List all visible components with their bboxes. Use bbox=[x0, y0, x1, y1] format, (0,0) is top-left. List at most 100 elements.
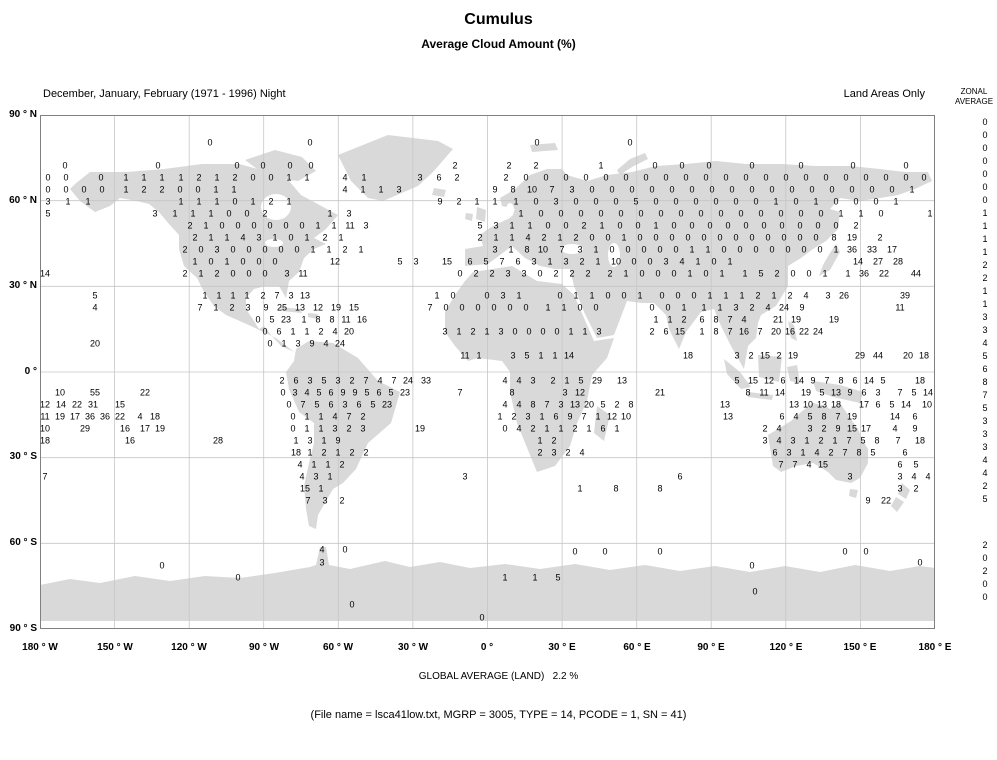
cloud-amount-value: 29 bbox=[591, 375, 603, 386]
zonal-average-value: 3 bbox=[982, 312, 988, 322]
cloud-amount-value: 5 bbox=[45, 208, 51, 219]
chart-subtitle: Average Cloud Amount (%) bbox=[421, 37, 576, 51]
cloud-amount-value: 0 bbox=[307, 137, 313, 148]
cloud-amount-value: 3 bbox=[493, 220, 499, 231]
cloud-amount-value: 0 bbox=[652, 160, 658, 171]
cloud-amount-value: 0 bbox=[545, 220, 551, 231]
cuba-shape bbox=[280, 307, 302, 313]
cloud-amount-value: 10 bbox=[526, 184, 538, 195]
cloud-amount-value: 1 bbox=[508, 244, 514, 255]
cloud-amount-value: 0 bbox=[673, 244, 679, 255]
cloud-amount-value: 6 bbox=[780, 375, 786, 386]
cloud-amount-value: 0 bbox=[669, 184, 675, 195]
new-zealand-north-shape bbox=[898, 483, 910, 499]
cloud-amount-value: 4 bbox=[679, 256, 685, 267]
cloud-amount-value: 6 bbox=[677, 471, 683, 482]
cloud-amount-value: 0 bbox=[698, 208, 704, 219]
cloud-amount-value: 1 bbox=[695, 256, 701, 267]
cloud-amount-value: 14 bbox=[39, 268, 51, 279]
lon-tick-label: 60 ° W bbox=[322, 642, 354, 653]
cloud-amount-value: 3 bbox=[214, 244, 220, 255]
cloud-amount-value: 10 bbox=[802, 399, 814, 410]
cloud-amount-value: 1 bbox=[216, 290, 222, 301]
cloud-amount-value: 3 bbox=[442, 326, 448, 337]
cloud-amount-value: 6 bbox=[902, 447, 908, 458]
cloud-amount-value: 11 bbox=[759, 387, 769, 398]
cloud-amount-value: 0 bbox=[793, 196, 799, 207]
cloud-amount-value: 24 bbox=[778, 302, 790, 313]
zonal-average-value: 5 bbox=[982, 494, 988, 504]
eurasia-shape bbox=[465, 161, 932, 369]
cloud-amount-value: 4 bbox=[137, 411, 143, 422]
cloud-amount-value: 3 bbox=[413, 256, 419, 267]
cloud-amount-value: 22 bbox=[139, 387, 151, 398]
cloud-amount-value: 1 bbox=[325, 459, 331, 470]
cloud-amount-value: 7 bbox=[274, 290, 280, 301]
cloud-amount-value: 12 bbox=[39, 399, 51, 410]
cloud-amount-value: 0 bbox=[643, 172, 649, 183]
zonal-average-header: ZONAL AVERAGE bbox=[951, 87, 997, 107]
new-guinea-shape bbox=[813, 381, 863, 403]
zonal-average-value: 4 bbox=[982, 455, 988, 465]
cloud-amount-value: 0 bbox=[602, 546, 608, 557]
cloud-amount-value: 4 bbox=[240, 232, 246, 243]
zonal-average-value: 7 bbox=[982, 390, 988, 400]
cloud-amount-value: 23 bbox=[399, 387, 411, 398]
cloud-amount-value: 6 bbox=[912, 411, 918, 422]
cloud-amount-value: 4 bbox=[793, 411, 799, 422]
cloud-amount-value: 1 bbox=[304, 423, 310, 434]
svalbard-shape bbox=[530, 143, 558, 152]
cloud-amount-value: 0 bbox=[797, 220, 803, 231]
cloud-amount-value: 5 bbox=[600, 399, 606, 410]
cloud-amount-value: 10 bbox=[54, 387, 66, 398]
cloud-amount-value: 9 bbox=[437, 196, 443, 207]
chart-title: Cumulus bbox=[464, 11, 533, 28]
cloud-amount-value: 1 bbox=[701, 302, 707, 313]
cloud-amount-value: 0 bbox=[889, 184, 895, 195]
cloud-amount-value: 2 bbox=[339, 495, 345, 506]
cloud-amount-value: 1 bbox=[213, 184, 219, 195]
arctic-islands-small-shape bbox=[220, 165, 243, 179]
cloud-amount-value: 13 bbox=[616, 375, 628, 386]
cloud-amount-value: 8 bbox=[628, 399, 634, 410]
cloud-amount-value: 15 bbox=[759, 350, 771, 361]
cloud-amount-value: 9 bbox=[352, 387, 358, 398]
cloud-amount-value: 1 bbox=[456, 326, 462, 337]
cloud-amount-value: 2 bbox=[565, 447, 571, 458]
cloud-amount-value: 2 bbox=[141, 184, 147, 195]
cloud-amount-value: 1 bbox=[893, 196, 899, 207]
zonal-average-value: 0 bbox=[982, 117, 988, 127]
cloud-amount-value: 0 bbox=[286, 399, 292, 410]
cloud-amount-value: 1 bbox=[214, 196, 220, 207]
cloud-amount-value: 7 bbox=[42, 471, 48, 482]
cloud-amount-value: 18 bbox=[682, 350, 694, 361]
cloud-amount-value: 0 bbox=[671, 268, 677, 279]
cloud-amount-value: 0 bbox=[308, 160, 314, 171]
cloud-amount-value: 0 bbox=[673, 196, 679, 207]
cloud-amount-value: 7 bbox=[842, 447, 848, 458]
cloud-amount-value: 1 bbox=[230, 290, 236, 301]
cloud-amount-value: 14 bbox=[900, 399, 912, 410]
cloud-amount-value: 8 bbox=[745, 387, 751, 398]
cloud-amount-value: 0 bbox=[761, 220, 767, 231]
cloud-amount-value: 0 bbox=[669, 232, 675, 243]
cloud-amount-value: 0 bbox=[693, 196, 699, 207]
cloud-amount-value: 5 bbox=[860, 435, 866, 446]
cloud-amount-value: 2 bbox=[477, 232, 483, 243]
cloud-amount-value: 0 bbox=[798, 208, 804, 219]
cloud-amount-value: 0 bbox=[234, 160, 240, 171]
cloud-amount-value: 12 bbox=[606, 411, 618, 422]
cloud-amount-value: 27 bbox=[872, 256, 884, 267]
cloud-amount-value: 0 bbox=[262, 244, 268, 255]
cloud-amount-value: 2 bbox=[260, 290, 266, 301]
cloud-amount-value: 3 bbox=[322, 495, 328, 506]
cloud-amount-value: 21 bbox=[772, 314, 784, 325]
cloud-amount-value: 19 bbox=[154, 423, 166, 434]
cloud-amount-value: 3 bbox=[307, 435, 313, 446]
cloud-amount-value: 1 bbox=[589, 290, 595, 301]
cloud-amount-value: 0 bbox=[563, 220, 569, 231]
cloud-amount-value: 1 bbox=[331, 220, 337, 231]
cloud-amount-value: 1 bbox=[85, 196, 91, 207]
cloud-amount-value: 19 bbox=[787, 350, 799, 361]
